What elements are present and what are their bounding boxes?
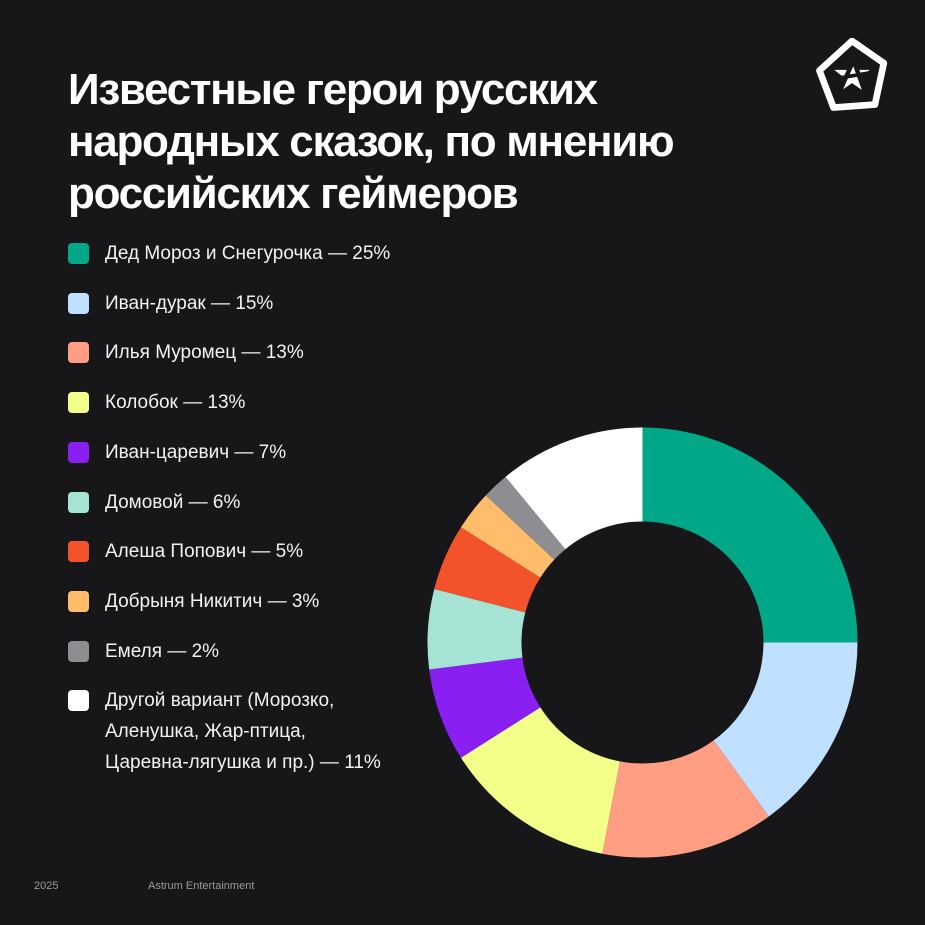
legend-swatch xyxy=(68,690,89,712)
footer-brand: Astrum Entertainment xyxy=(148,880,255,892)
legend-item: Домовой — 6% xyxy=(68,487,240,518)
legend-label: Илья Муромец — 13% xyxy=(105,337,304,368)
legend-label-line: Домовой — 6% xyxy=(105,491,241,513)
legend-label: Алеша Попович — 5% xyxy=(105,536,303,567)
title-line-2: народных сказок, по мнению xyxy=(68,117,675,166)
legend-label-line: Алеша Попович — 5% xyxy=(105,541,304,563)
chart-title: Известные герои русских народных сказок,… xyxy=(68,64,708,220)
legend-label: Иван-дурак — 15% xyxy=(105,288,273,319)
legend-item: Иван-дурак — 15% xyxy=(68,288,273,319)
legend-swatch xyxy=(68,342,89,364)
legend-label-line: Другой вариант (Морозко, xyxy=(105,690,335,712)
legend-label-line: Емеля — 2% xyxy=(105,640,220,662)
legend-swatch xyxy=(68,392,89,414)
legend-label: Иван-царевич — 7% xyxy=(105,437,286,468)
legend-swatch xyxy=(68,640,89,662)
legend-item: Емеля — 2% xyxy=(68,636,219,667)
legend-item: Илья Муромец — 13% xyxy=(68,337,304,368)
astrum-star-logo-icon xyxy=(816,38,888,111)
legend-item: Дед Мороз и Снегурочка — 25% xyxy=(68,238,390,269)
footer-year: 2025 xyxy=(34,880,59,892)
legend-label-line: Царевна-лягушка и пр.) — 11% xyxy=(105,752,381,774)
donut-slice xyxy=(505,427,643,550)
donut-slice xyxy=(460,495,555,578)
legend-label-line: Аленушка, Жар-птица, xyxy=(105,721,306,743)
legend-label-line: Добрыня Никитич — 3% xyxy=(105,590,320,612)
donut-slice xyxy=(460,707,620,854)
legend-label: Дед Мороз и Снегурочка — 25% xyxy=(105,238,390,269)
legend-label: Добрыня Никитич — 3% xyxy=(105,586,319,617)
legend-label: Колобок — 13% xyxy=(105,387,245,418)
legend-swatch xyxy=(68,441,89,463)
legend-swatch xyxy=(68,243,89,264)
legend-label-line: Дед Мороз и Снегурочка — 25% xyxy=(105,243,391,264)
legend-label-line: Илья Муромец — 13% xyxy=(105,342,304,364)
legend-label: Другой вариант (Морозко, Аленушка, Жар-пт… xyxy=(105,685,381,778)
donut-slice xyxy=(434,527,541,613)
legend-label-line: Иван-дурак — 15% xyxy=(105,292,274,314)
legend-label: Емеля — 2% xyxy=(105,636,219,667)
donut-slice xyxy=(602,740,769,858)
legend-label-line: Колобок — 13% xyxy=(105,392,246,414)
donut-slice xyxy=(485,476,566,560)
title-line-1: Известные герои русских xyxy=(68,65,598,114)
donut-slice xyxy=(713,642,858,817)
legend-item: Алеша Попович — 5% xyxy=(68,536,303,567)
legend-item: Добрыня Никитич — 3% xyxy=(68,586,319,617)
legend-swatch xyxy=(68,292,89,314)
donut-slice xyxy=(642,427,858,643)
legend-label: Домовой — 6% xyxy=(105,487,240,518)
legend-swatch xyxy=(68,541,89,563)
legend-item: Колобок — 13% xyxy=(68,387,245,418)
legend-swatch xyxy=(68,590,89,612)
title-line-3: российских геймеров xyxy=(68,169,519,218)
legend-item: Иван-царевич — 7% xyxy=(68,437,286,468)
donut-slice xyxy=(429,657,541,758)
legend-item: Другой вариант (Морозко, Аленушка, Жар-пт… xyxy=(68,685,381,778)
legend-label-line: Иван-царевич — 7% xyxy=(105,441,287,463)
legend-swatch xyxy=(68,491,89,513)
donut-chart xyxy=(427,427,858,858)
donut-slice xyxy=(427,589,526,670)
